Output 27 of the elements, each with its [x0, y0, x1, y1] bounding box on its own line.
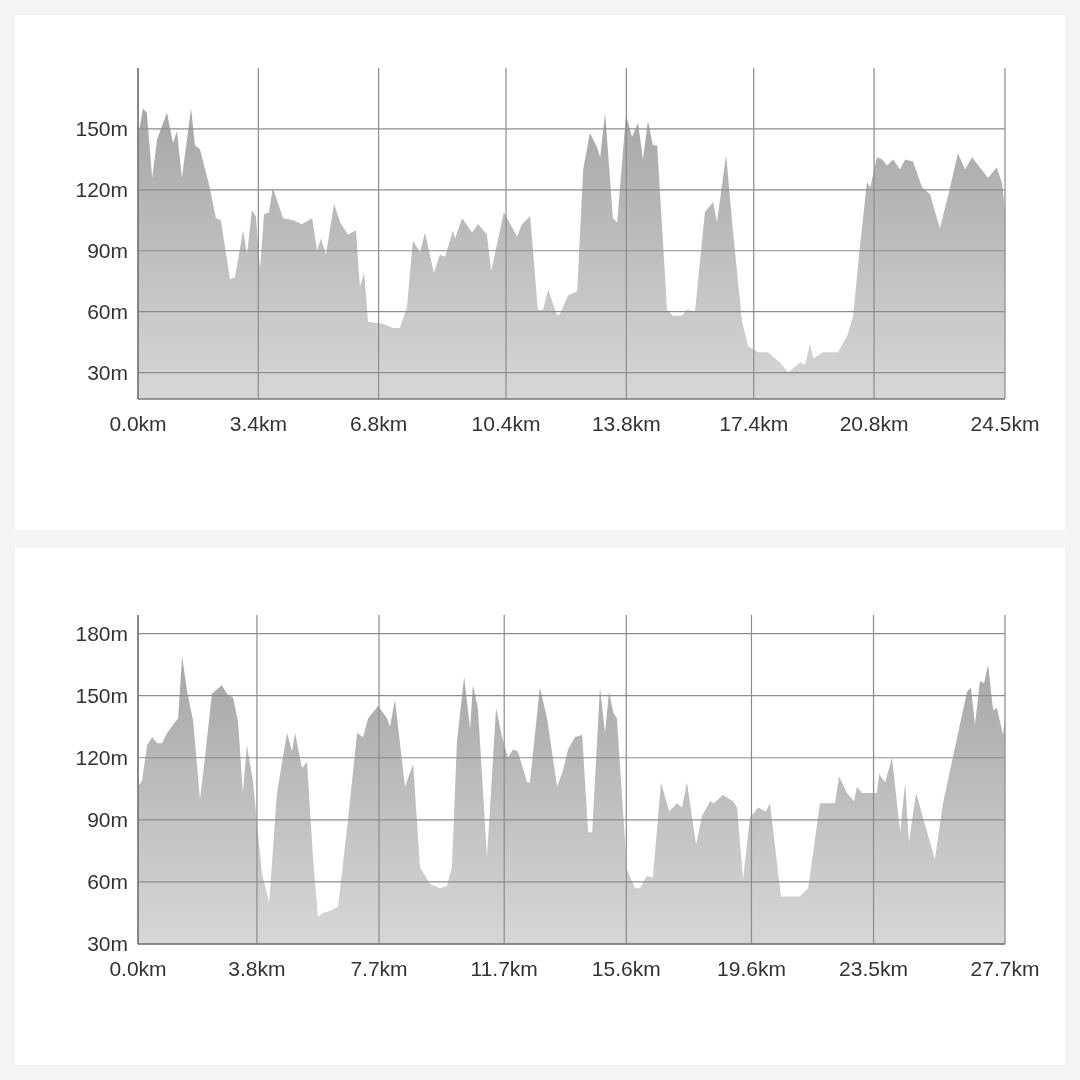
x-tick-label: 20.8km	[839, 412, 909, 435]
y-tick-label: 120m	[75, 746, 128, 770]
y-tick-label: 90m	[87, 808, 128, 832]
y-tick-label: 60m	[87, 300, 128, 324]
x-tick-label: 23.5km	[839, 957, 908, 980]
x-tick-label: 15.6km	[591, 957, 661, 980]
x-tick-label: 3.4km	[229, 412, 287, 435]
y-tick-label: 60m	[87, 870, 128, 894]
x-tick-label: 13.8km	[591, 412, 661, 435]
x-tick-label: 0.0km	[109, 412, 167, 435]
y-tick-label: 150m	[75, 684, 128, 708]
x-tick-label: 6.8km	[350, 412, 408, 435]
y-tick-label: 150m	[75, 117, 128, 141]
y-tick-label: 180m	[75, 621, 128, 645]
x-tick-label: 0.0km	[109, 957, 167, 980]
x-tick-label: 7.7km	[350, 957, 408, 980]
x-tick-label: 19.6km	[717, 957, 786, 980]
x-tick-label: 17.4km	[719, 412, 789, 435]
y-tick-label: 90m	[87, 239, 128, 263]
x-tick-label: 24.5km	[970, 412, 1040, 435]
x-tick-label: 27.7km	[970, 957, 1040, 980]
y-tick-label: 30m	[87, 932, 128, 956]
y-tick-label: 120m	[75, 178, 128, 202]
x-tick-label: 11.7km	[470, 957, 538, 980]
x-tick-label: 10.4km	[471, 412, 541, 435]
y-tick-label: 30m	[87, 360, 128, 384]
x-tick-label: 3.8km	[228, 957, 286, 980]
